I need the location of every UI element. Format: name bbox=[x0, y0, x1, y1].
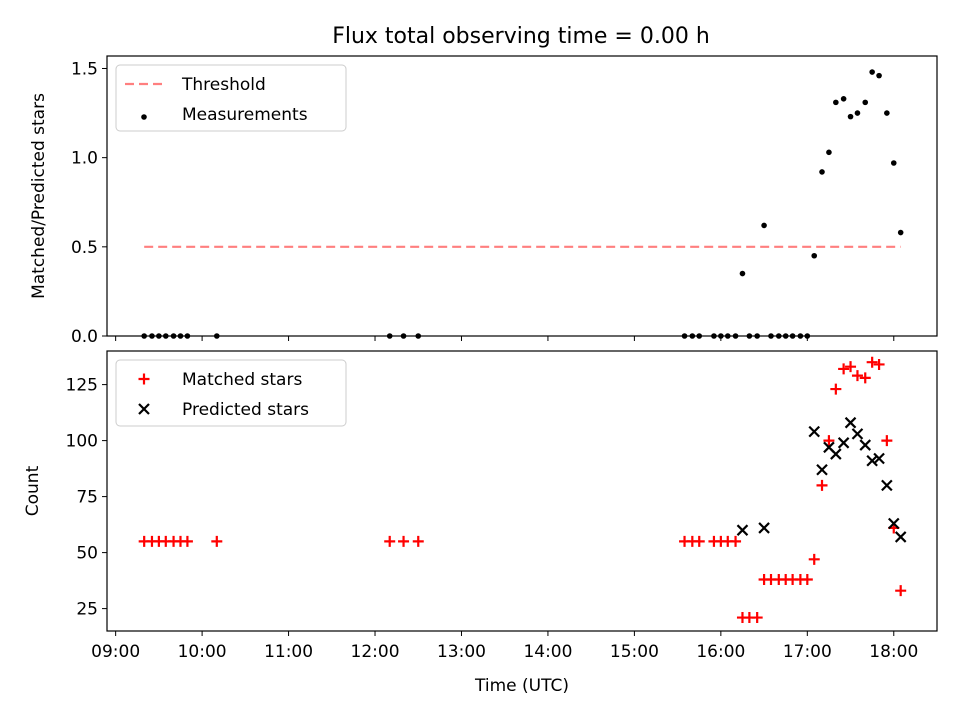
y-tick-label: 1.5 bbox=[71, 59, 98, 79]
data-point bbox=[808, 425, 821, 438]
x-tick-label: 10:00 bbox=[178, 642, 227, 662]
x-tick-label: 17:00 bbox=[783, 642, 832, 662]
data-point bbox=[811, 252, 818, 259]
x-tick-label: 16:00 bbox=[696, 642, 745, 662]
data-point bbox=[751, 612, 763, 624]
data-point bbox=[816, 479, 828, 491]
data-point bbox=[833, 99, 839, 106]
legend-swatch bbox=[141, 114, 147, 120]
y-axis-title: Count bbox=[23, 465, 43, 516]
data-point bbox=[808, 553, 820, 565]
data-point bbox=[823, 435, 835, 447]
legend-box bbox=[115, 64, 347, 132]
data-point bbox=[739, 270, 746, 277]
legend-label: Matched stars bbox=[182, 370, 302, 390]
y-tick-label: 0.0 bbox=[71, 327, 98, 347]
data-point bbox=[838, 363, 850, 375]
plot-frame bbox=[106, 350, 938, 632]
data-point bbox=[398, 535, 410, 547]
data-point bbox=[869, 69, 875, 75]
data-point bbox=[897, 229, 904, 236]
data-point bbox=[830, 448, 842, 460]
series-predicted-stars bbox=[736, 416, 907, 543]
data-point bbox=[412, 535, 424, 547]
x-tick-label: 12:00 bbox=[351, 642, 400, 662]
data-point bbox=[876, 72, 882, 79]
data-point bbox=[881, 479, 893, 492]
data-point bbox=[844, 416, 857, 429]
legend-swatch bbox=[138, 373, 150, 385]
data-point bbox=[384, 535, 396, 547]
data-point bbox=[866, 356, 878, 368]
data-point bbox=[837, 437, 850, 449]
legend: Threshold Measurements bbox=[115, 64, 347, 132]
data-point bbox=[801, 573, 813, 585]
y-tick-label: 100 bbox=[66, 432, 98, 452]
x-tick-label: 18:00 bbox=[869, 642, 918, 662]
data-point bbox=[851, 428, 864, 440]
legend: Matched stars Predicted stars bbox=[115, 359, 347, 427]
data-point bbox=[873, 452, 885, 465]
data-point bbox=[758, 522, 770, 534]
data-point bbox=[887, 517, 900, 530]
y-axis-title: Matched/Predicted stars bbox=[29, 93, 49, 299]
data-point bbox=[826, 149, 832, 156]
data-point bbox=[845, 361, 857, 373]
x-tick-label: 13:00 bbox=[437, 642, 486, 662]
y-tick-label: 0.5 bbox=[71, 238, 98, 258]
x-axis-title: Time (UTC) bbox=[474, 676, 569, 696]
data-point bbox=[884, 110, 890, 116]
data-point bbox=[211, 535, 223, 547]
data-point bbox=[736, 524, 749, 536]
y-tick-label: 1.0 bbox=[71, 149, 98, 169]
data-point bbox=[847, 113, 854, 120]
panel-1: 0.0 0.5 1.0 1.5 Matched/Predicted stars Thres… bbox=[29, 55, 938, 347]
data-point bbox=[693, 535, 705, 547]
data-point bbox=[181, 535, 193, 547]
data-point bbox=[890, 160, 897, 166]
data-point bbox=[873, 358, 885, 370]
legend-label: Predicted stars bbox=[182, 400, 309, 420]
figure-title: Flux total observing time = 0.00 h bbox=[332, 24, 710, 49]
data-point bbox=[859, 372, 871, 384]
x-tick-label: 11:00 bbox=[264, 642, 313, 662]
y-tick-label: 125 bbox=[66, 376, 98, 396]
legend-box bbox=[115, 359, 347, 427]
panel-2: 25 50 75 100 125 09:00 10:00 11:00 12:00 13:00 14:… bbox=[23, 350, 938, 696]
data-point bbox=[895, 585, 907, 597]
legend-label: Measurements bbox=[182, 105, 308, 125]
y-tick-label: 25 bbox=[76, 600, 98, 620]
x-tick-label: 09:00 bbox=[91, 642, 140, 662]
data-point bbox=[881, 435, 893, 447]
data-point bbox=[840, 96, 847, 102]
series-matched-stars bbox=[138, 356, 907, 624]
data-point bbox=[854, 110, 861, 116]
data-point bbox=[862, 99, 869, 106]
x-tick-label: 15:00 bbox=[610, 642, 659, 662]
data-point bbox=[851, 370, 863, 382]
data-point bbox=[830, 383, 842, 395]
data-point bbox=[866, 454, 878, 467]
data-point bbox=[894, 531, 907, 543]
y-tick-label: 50 bbox=[76, 544, 98, 564]
data-point bbox=[819, 169, 825, 175]
data-point bbox=[761, 222, 767, 229]
data-point bbox=[816, 463, 828, 476]
data-point bbox=[859, 439, 872, 451]
plot-frame bbox=[106, 55, 938, 337]
legend-swatch bbox=[138, 403, 150, 415]
y-tick-label: 75 bbox=[76, 488, 98, 508]
data-point bbox=[730, 535, 742, 547]
legend-label: Threshold bbox=[181, 75, 266, 95]
x-tick-label: 14:00 bbox=[523, 642, 572, 662]
